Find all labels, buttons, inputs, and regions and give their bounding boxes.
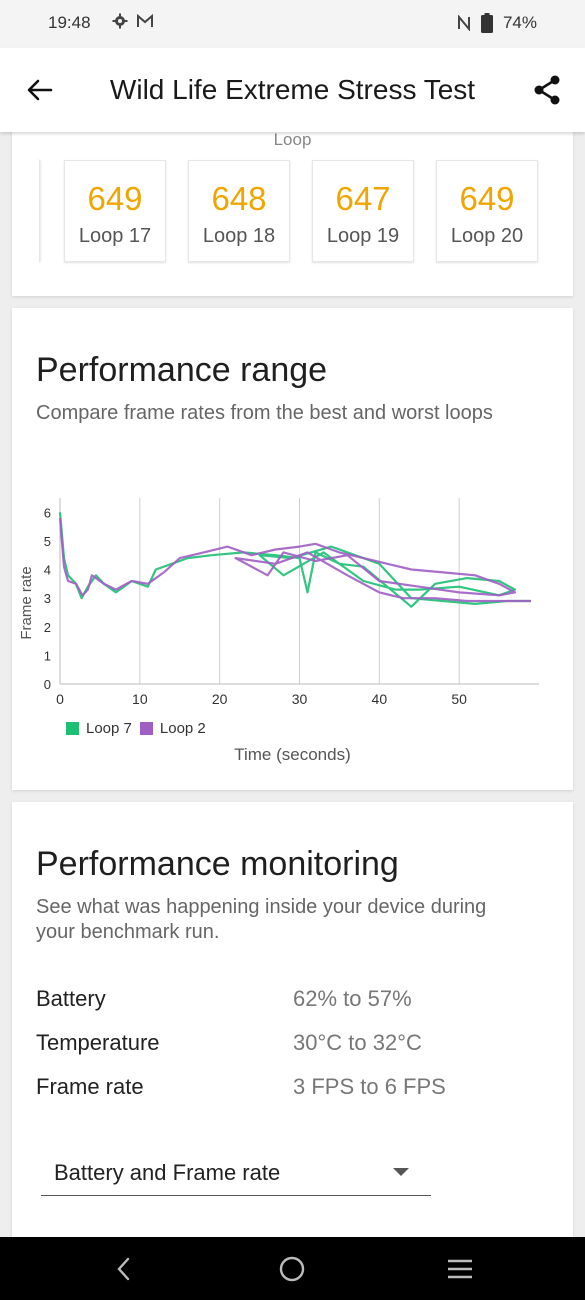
loop-tile-18[interactable]: 648 Loop 18 xyxy=(188,160,290,262)
chart-grid xyxy=(139,498,460,684)
menu-icon xyxy=(448,1259,472,1279)
series-line-loop-2 xyxy=(58,517,531,603)
y-tick-label: 0 xyxy=(44,677,51,692)
share-button[interactable] xyxy=(527,70,567,110)
x-tick-label: 40 xyxy=(372,691,388,707)
home-circle-icon xyxy=(279,1256,305,1282)
temperature-value: 30°C to 32°C xyxy=(293,1030,422,1055)
battery-icon xyxy=(480,13,493,33)
y-tick-label: 6 xyxy=(44,505,51,520)
subtitle-line: See what was happening inside your devic… xyxy=(36,896,487,918)
legend-swatch xyxy=(66,722,79,735)
performance-range-subtitle: Compare frame rates from the best and wo… xyxy=(36,402,493,424)
loop-tile-partial xyxy=(36,160,40,262)
temperature-label: Temperature xyxy=(36,1030,160,1055)
chevron-left-icon xyxy=(117,1257,130,1281)
app-bar: Wild Life Extreme Stress Test xyxy=(0,48,585,132)
loop-name: Loop 17 xyxy=(78,225,152,247)
y-axis-title: Frame rate xyxy=(18,566,35,639)
y-tick-label: 3 xyxy=(44,591,51,606)
monitor-metric-dropdown[interactable]: Battery and Frame rate xyxy=(41,1142,431,1196)
loop-score: 649 xyxy=(87,180,143,217)
frame-rate-value: 3 FPS to 6 FPS xyxy=(293,1074,446,1099)
loop-name: Loop 19 xyxy=(326,225,400,247)
y-tick-label: 1 xyxy=(44,648,51,663)
legend-item-loop2: Loop 2 xyxy=(139,720,206,737)
y-tick-label: 4 xyxy=(44,563,51,578)
x-tick-label: 0 xyxy=(56,691,64,707)
performance-monitoring-subtitle: See what was happening inside your devic… xyxy=(36,895,486,945)
system-nav-bar xyxy=(0,1237,585,1300)
legend-swatch xyxy=(139,722,153,735)
battery-label: Battery xyxy=(36,986,106,1011)
x-tick-label: 50 xyxy=(451,691,467,707)
performance-monitoring-title: Performance monitoring xyxy=(36,845,399,883)
performance-monitoring-card: Performance monitoring See what was happ… xyxy=(12,802,573,1242)
loop-tile-17[interactable]: 649 Loop 17 xyxy=(64,160,166,262)
share-icon xyxy=(534,75,560,105)
chart-legend: Loop 7 Loop 2 xyxy=(66,720,214,737)
y-tick-label: 5 xyxy=(44,534,51,549)
status-time: 19:48 xyxy=(48,13,91,32)
chevron-down-icon xyxy=(393,1168,409,1176)
loop-tile-20[interactable]: 649 Loop 20 xyxy=(436,160,538,262)
nav-home-button[interactable] xyxy=(272,1251,312,1287)
x-axis-title: Time (seconds) xyxy=(234,745,351,764)
status-bar: 19:48 74% xyxy=(0,0,585,48)
loop-score: 648 xyxy=(211,180,267,217)
performance-range-title: Performance range xyxy=(36,351,328,389)
legend-label: Loop 7 xyxy=(86,720,132,737)
dropdown-selected-value: Battery and Frame rate xyxy=(54,1160,281,1185)
frame-rate-chart: 0 10 20 30 40 50 0 1 2 3 4 5 6 Frame rate xyxy=(18,498,539,707)
loop-score: 649 xyxy=(459,180,515,217)
performance-range-card: Performance range Compare frame rates fr… xyxy=(12,308,573,790)
frame-rate-label: Frame rate xyxy=(36,1074,144,1099)
nav-menu-button[interactable] xyxy=(440,1251,480,1287)
y-tick-label: 2 xyxy=(44,620,51,635)
legend-label: Loop 2 xyxy=(159,720,206,737)
status-right: 74% xyxy=(457,13,537,33)
battery-value: 62% to 57% xyxy=(293,986,412,1011)
loop-name: Loop 20 xyxy=(450,225,524,247)
x-tick-label: 10 xyxy=(132,691,148,707)
status-notification-icons xyxy=(112,13,154,29)
loop-scores-card: Loop 649 Loop 17 648 Loop 18 647 Loop 19… xyxy=(12,110,573,296)
x-tick-label: 20 xyxy=(212,691,228,707)
settings-icon xyxy=(112,13,128,29)
arrow-left-icon xyxy=(27,79,53,101)
gmail-icon xyxy=(137,14,153,27)
chart-series xyxy=(58,512,531,608)
page-title: Wild Life Extreme Stress Test xyxy=(109,74,476,105)
nav-back-button[interactable] xyxy=(104,1251,144,1287)
back-button[interactable] xyxy=(20,72,60,108)
battery-percent: 74% xyxy=(502,13,537,32)
loop-tile-19[interactable]: 647 Loop 19 xyxy=(312,160,414,262)
legend-item-loop7: Loop 7 xyxy=(66,720,132,737)
subtitle-line: your benchmark run. xyxy=(36,921,220,943)
loop-name: Loop 18 xyxy=(202,225,276,247)
x-tick-label: 30 xyxy=(292,691,308,707)
nfc-icon xyxy=(457,15,470,31)
loop-section-label: Loop xyxy=(273,130,312,149)
loop-score: 647 xyxy=(335,180,391,217)
